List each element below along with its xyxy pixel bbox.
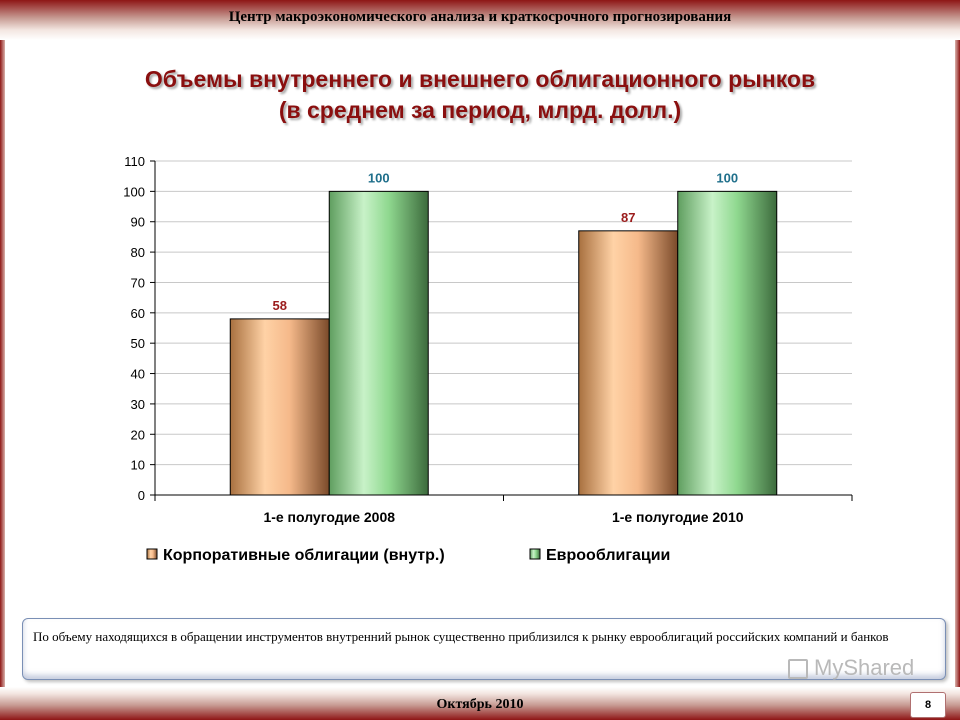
y-tick-label: 110 [124,154,145,169]
left-border [0,40,5,687]
legend-label: Еврооблигации [546,547,670,564]
data-label: 87 [621,210,635,225]
y-tick-label: 10 [131,458,145,473]
bars [229,190,778,496]
page-number: 8 [910,692,946,718]
data-label: 100 [716,170,738,185]
legend-swatch [146,548,158,560]
x-tick-label: 1-е полугодие 2010 [612,509,744,525]
legend: Корпоративные облигации (внутр.) Еврообли… [146,547,670,564]
watermark: MyShared [788,653,928,683]
y-tick-label: 30 [131,397,145,412]
bar [578,230,679,496]
presentation-icon [788,659,808,680]
slide-title-line1: Объемы внутреннего и внешнего облигацион… [144,66,816,92]
y-tick-label: 50 [131,336,145,351]
slide-title: Объемы внутреннего и внешнего облигацион… [0,64,960,126]
watermark-text: MyShared [814,655,915,680]
bar [229,318,330,496]
legend-label: Корпоративные облигации (внутр.) [163,547,445,564]
legend-swatch [529,548,541,560]
y-tick-label: 60 [131,306,145,321]
footer-bar: Октябрь 2010 [0,687,960,720]
bar-chart: 0 10 20 30 40 50 60 70 80 90 100 110 1-е полугодие 2… [123,154,853,564]
x-tick-label: 1-е полугодие 2008 [263,509,395,525]
y-tick-label: 40 [131,367,145,382]
y-tick-label: 80 [131,245,145,260]
y-tick-label: 90 [131,215,145,230]
axes: 0 10 20 30 40 50 60 70 80 90 100 110 1-е полугодие 2… [123,154,853,525]
y-tick-label: 20 [131,427,145,442]
bar [677,190,778,496]
data-labels: 58 100 87 100 [273,170,739,313]
right-border [955,40,960,687]
y-tick-label: 70 [131,275,145,290]
y-tick-label: 100 [123,184,145,199]
header-title: Центр макроэкономического анализа и крат… [228,9,732,25]
note-box: По объему находящихся в обращении инстру… [22,618,946,680]
header-bar: Центр макроэкономического анализа и крат… [0,0,960,40]
slide-title-line2: (в среднем за период, млрд. долл.) [278,97,682,123]
data-label: 100 [368,170,390,185]
y-tick-label: 0 [138,488,145,503]
footer-date: Октябрь 2010 [436,697,524,712]
data-label: 58 [273,298,287,313]
bar [328,190,429,496]
